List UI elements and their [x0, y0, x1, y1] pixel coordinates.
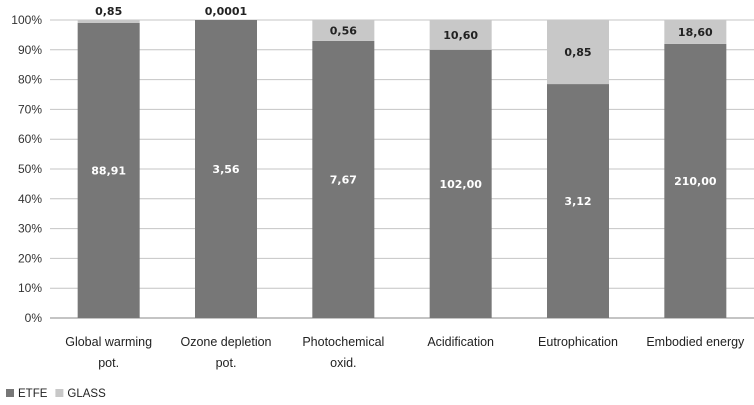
data-label-etfe: 102,00 [439, 178, 482, 191]
legend-swatch [6, 389, 14, 397]
bar-glass [429, 20, 492, 50]
x-category-label: Photochemical [302, 335, 384, 349]
y-tick-label: 30% [18, 222, 42, 236]
bar-etfe [77, 22, 140, 318]
x-category-label: Global warming [65, 335, 152, 349]
data-label-etfe: 3,56 [212, 163, 239, 176]
y-tick-label: 80% [18, 73, 42, 87]
x-category-label: pot. [98, 356, 119, 370]
bars [77, 20, 727, 319]
data-labels: 88,91 0,85 3,56 0,0001 7,67 0,56 102,00 10,60 3,… [91, 5, 717, 208]
data-label-etfe: 7,67 [330, 173, 357, 186]
bar-etfe [312, 40, 375, 319]
bar-etfe [664, 43, 727, 319]
y-tick-label: 100% [11, 13, 42, 27]
y-tick-label: 60% [18, 132, 42, 146]
y-tick-label: 20% [18, 251, 42, 265]
bar-glass [77, 20, 140, 23]
x-category-label: Acidification [427, 335, 494, 349]
bar-etfe [195, 20, 257, 318]
x-category-label: oxid. [330, 356, 356, 370]
y-tick-label: 40% [18, 192, 42, 206]
data-label-glass: 0,56 [330, 24, 357, 37]
y-axis-ticks: 0% 10% 20% 30% 40% 50% 60% 70% 80% 90% 100% [11, 13, 42, 325]
data-label-glass: 0,85 [95, 5, 122, 18]
bar-etfe [429, 49, 492, 319]
legend-label: GLASS [67, 388, 106, 400]
data-label-glass: 18,60 [678, 26, 713, 39]
data-label-etfe: 3,12 [564, 195, 591, 208]
data-label-etfe: 210,00 [674, 175, 717, 188]
x-category-label: Eutrophication [538, 335, 618, 349]
x-category-label: Embodied energy [646, 335, 745, 349]
y-tick-label: 10% [18, 281, 42, 295]
legend-label: ETFE [18, 388, 48, 400]
data-label-glass: 0,85 [564, 46, 591, 59]
y-tick-label: 0% [25, 311, 43, 325]
y-tick-label: 50% [18, 162, 42, 176]
bar-glass [312, 20, 375, 41]
bar-etfe [547, 84, 609, 318]
x-category-label: pot. [216, 356, 237, 370]
legend: ETFE GLASS [6, 388, 106, 400]
legend-swatch [55, 389, 64, 397]
data-label-glass: 10,60 [443, 29, 478, 42]
x-axis-categories: Global warming pot. Ozone depletion pot. Pho… [65, 335, 745, 370]
bar-glass [547, 20, 609, 85]
x-category-label: Ozone depletion [180, 335, 271, 349]
gridlines [50, 19, 754, 319]
data-label-etfe: 88,91 [91, 164, 126, 177]
data-label-glass: 0,0001 [205, 5, 247, 18]
y-tick-label: 90% [18, 43, 42, 57]
bar-glass [664, 20, 727, 44]
y-tick-label: 70% [18, 102, 42, 116]
